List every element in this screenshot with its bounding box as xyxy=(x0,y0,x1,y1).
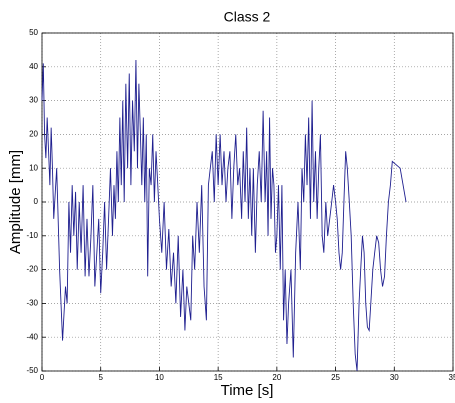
x-tick-label: 35 xyxy=(449,373,455,382)
x-tick-label: 15 xyxy=(214,373,223,382)
data-line xyxy=(41,60,407,372)
y-tick-label: -10 xyxy=(26,231,38,240)
x-tick-label: 10 xyxy=(155,373,164,382)
y-tick-label: 30 xyxy=(29,96,38,105)
x-tick-label: 25 xyxy=(331,373,340,382)
x-tick-label: 20 xyxy=(272,373,281,382)
x-tick-label: 0 xyxy=(40,373,45,382)
x-tick-label: 30 xyxy=(390,373,399,382)
y-tick-label: -50 xyxy=(26,366,38,375)
y-tick-label: 10 xyxy=(29,163,38,172)
y-tick-label: -30 xyxy=(26,299,38,308)
y-tick-label: -40 xyxy=(26,332,38,341)
y-tick-label: -20 xyxy=(26,265,38,274)
y-tick-label: 20 xyxy=(29,130,38,139)
y-tick-label: 0 xyxy=(34,197,39,206)
y-tick-label: 40 xyxy=(29,62,38,71)
y-tick-label: 50 xyxy=(29,28,38,37)
x-axis-label: Time [s] xyxy=(221,382,274,399)
x-tick-label: 5 xyxy=(98,373,103,382)
plot-frame xyxy=(41,32,454,372)
y-axis-label: Amplitude [mm] xyxy=(7,150,24,254)
chart-title: Class 2 xyxy=(224,9,271,25)
